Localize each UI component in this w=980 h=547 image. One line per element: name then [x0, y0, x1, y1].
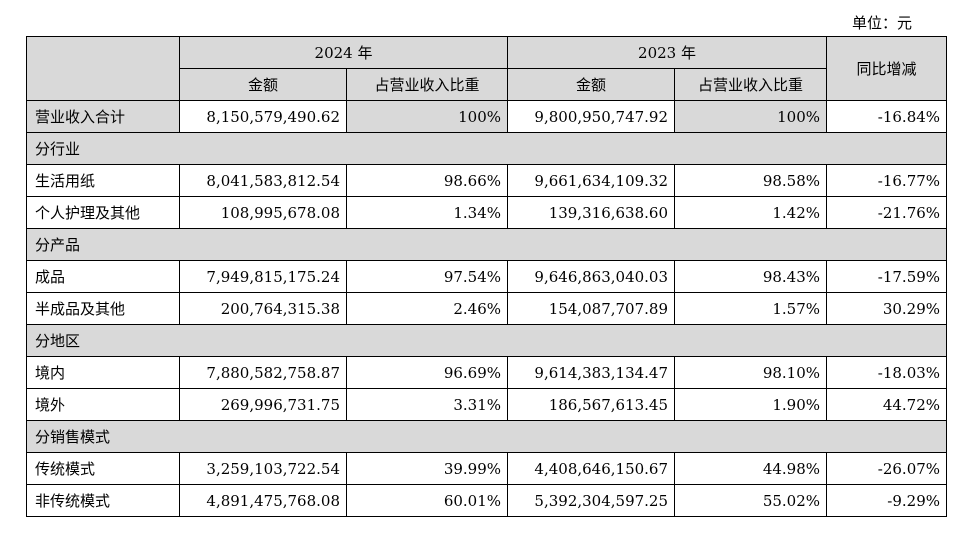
- table-row: 个人护理及其他 108,995,678.08 1.34% 139,316,638.60…: [26, 196, 948, 229]
- section-row: 分地区: [25, 324, 948, 357]
- section-title: 分产品: [25, 228, 948, 261]
- total-row: 营业收入合计 8,150,579,490.62 100% 9,800,950,7…: [26, 100, 948, 133]
- cell-amount-2023: 154,087,707.89: [507, 292, 676, 325]
- table-row: 成品 7,949,815,175.24 97.54% 9,646,863,040.03…: [26, 260, 948, 293]
- cell-yoy: -26.07%: [826, 452, 948, 485]
- cell-ratio-2024: 96.69%: [345, 356, 509, 389]
- row-label: 成品: [26, 260, 180, 293]
- cell-amount-2023: 9,646,863,040.03: [507, 260, 676, 293]
- cell-ratio-2023: 44.98%: [674, 452, 828, 485]
- cell-yoy: 44.72%: [826, 388, 948, 421]
- cell-amount-2024: 7,880,582,758.87: [179, 356, 347, 389]
- cell-amount-2024: 108,995,678.08: [179, 196, 347, 229]
- cell-ratio-2023: 1.90%: [674, 388, 828, 421]
- cell-amount-2023: 139,316,638.60: [507, 196, 676, 229]
- header-year-2023: 2023 年: [507, 36, 828, 69]
- section-title: 分销售模式: [25, 420, 948, 453]
- total-ratio-2023: 100%: [674, 100, 828, 133]
- total-ratio-2024: 100%: [345, 100, 509, 133]
- cell-yoy: -18.03%: [826, 356, 948, 389]
- cell-ratio-2023: 55.02%: [674, 484, 828, 517]
- cell-amount-2024: 7,949,815,175.24: [179, 260, 347, 293]
- row-label: 传统模式: [26, 452, 180, 485]
- cell-amount-2024: 8,041,583,812.54: [179, 164, 347, 197]
- cell-ratio-2024: 1.34%: [345, 196, 509, 229]
- row-label: 生活用纸: [26, 164, 180, 197]
- table-row: 境内 7,880,582,758.87 96.69% 9,614,383,134.47…: [26, 356, 948, 389]
- section-title: 分行业: [25, 132, 948, 165]
- header-ratio-2024: 占营业收入比重: [345, 68, 509, 101]
- header-amount-2023: 金额: [507, 68, 676, 101]
- row-label: 半成品及其他: [26, 292, 180, 325]
- table-row: 非传统模式 4,891,475,768.08 60.01% 5,392,304,597…: [26, 484, 948, 517]
- table-row: 境外 269,996,731.75 3.31% 186,567,613.45 1.90%…: [26, 388, 948, 421]
- cell-amount-2024: 269,996,731.75: [179, 388, 347, 421]
- header-yoy: 同比增减: [826, 36, 948, 101]
- cell-amount-2024: 3,259,103,722.54: [179, 452, 347, 485]
- cell-yoy: 30.29%: [826, 292, 948, 325]
- cell-ratio-2023: 1.57%: [674, 292, 828, 325]
- cell-amount-2023: 9,661,634,109.32: [507, 164, 676, 197]
- section-row: 分产品: [25, 228, 948, 261]
- total-label: 营业收入合计: [26, 100, 180, 133]
- cell-ratio-2024: 97.54%: [345, 260, 509, 293]
- row-label: 境内: [26, 356, 180, 389]
- cell-amount-2023: 186,567,613.45: [507, 388, 676, 421]
- table-row: 传统模式 3,259,103,722.54 39.99% 4,408,646,150.…: [26, 452, 948, 485]
- table-row: 生活用纸 8,041,583,812.54 98.66% 9,661,634,109.…: [26, 164, 948, 197]
- cell-amount-2023: 4,408,646,150.67: [507, 452, 676, 485]
- cell-amount-2024: 4,891,475,768.08: [179, 484, 347, 517]
- cell-ratio-2024: 98.66%: [345, 164, 509, 197]
- total-amount-2023: 9,800,950,747.92: [507, 100, 676, 133]
- cell-amount-2023: 9,614,383,134.47: [507, 356, 676, 389]
- cell-ratio-2023: 98.58%: [674, 164, 828, 197]
- cell-yoy: -21.76%: [826, 196, 948, 229]
- cell-ratio-2024: 2.46%: [345, 292, 509, 325]
- section-title: 分地区: [25, 324, 948, 357]
- cell-yoy: -17.59%: [826, 260, 948, 293]
- row-label: 非传统模式: [26, 484, 180, 517]
- cell-yoy: -16.77%: [826, 164, 948, 197]
- unit-label: 单位：元: [852, 14, 913, 32]
- total-amount-2024: 8,150,579,490.62: [179, 100, 347, 133]
- cell-amount-2023: 5,392,304,597.25: [507, 484, 676, 517]
- row-label: 个人护理及其他: [26, 196, 180, 229]
- cell-ratio-2024: 39.99%: [345, 452, 509, 485]
- header-amount-2024: 金额: [179, 68, 347, 101]
- header-year-2024: 2024 年: [178, 36, 509, 69]
- section-row: 分行业: [25, 132, 948, 165]
- table-row: 半成品及其他 200,764,315.38 2.46% 154,087,707.89 1…: [26, 292, 948, 325]
- cell-ratio-2024: 3.31%: [345, 388, 509, 421]
- cell-ratio-2024: 60.01%: [345, 484, 509, 517]
- header-row-columns: 金额 占营业收入比重 金额 占营业收入比重: [27, 68, 947, 101]
- header-row-years: 2024 年 2023 年 同比增减: [26, 36, 948, 101]
- cell-ratio-2023: 98.43%: [674, 260, 828, 293]
- cell-yoy: -9.29%: [826, 484, 948, 517]
- corner-cell: [26, 36, 180, 101]
- cell-ratio-2023: 98.10%: [674, 356, 828, 389]
- cell-amount-2024: 200,764,315.38: [179, 292, 347, 325]
- row-label: 境外: [26, 388, 180, 421]
- header-ratio-2023: 占营业收入比重: [674, 68, 828, 101]
- revenue-table: 2024 年 2023 年 同比增减 金额 占营业收入比重 金额 占营业收入比重…: [25, 36, 948, 517]
- section-row: 分销售模式: [25, 420, 948, 453]
- total-yoy: -16.84%: [826, 100, 948, 133]
- cell-ratio-2023: 1.42%: [674, 196, 828, 229]
